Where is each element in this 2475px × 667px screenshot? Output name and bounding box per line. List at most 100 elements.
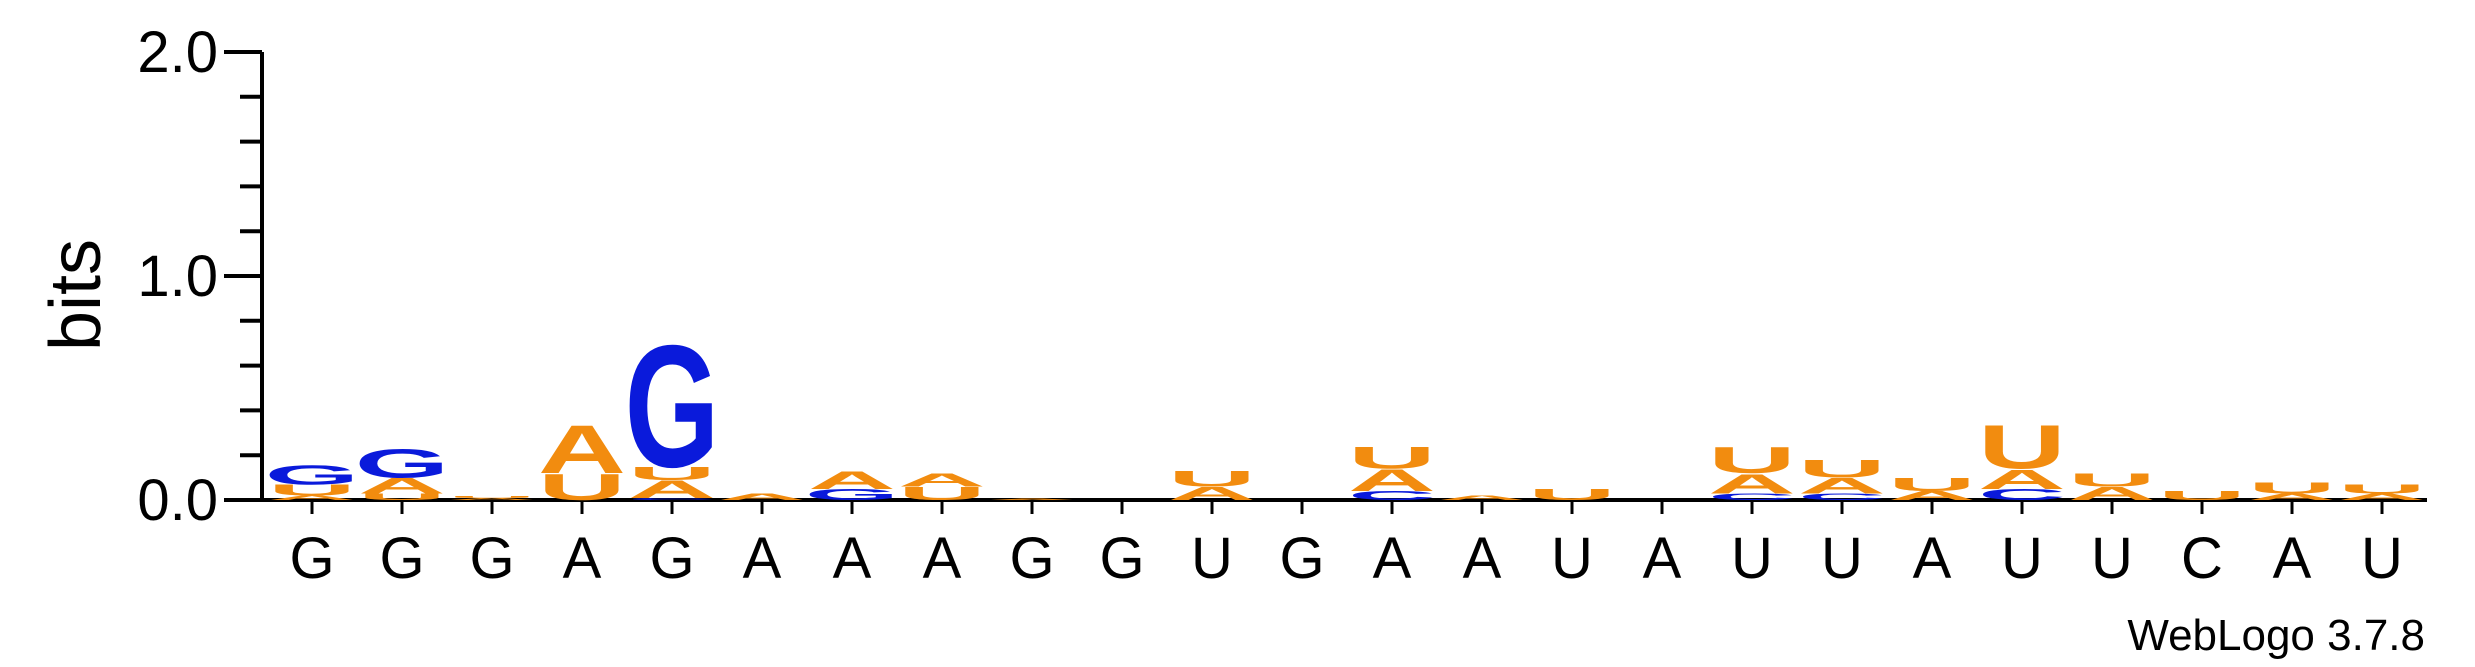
logo-letter-U: U (1798, 455, 1886, 483)
logo-letter-G: G (265, 459, 360, 490)
glyph: A (808, 466, 896, 494)
glyph: A (2248, 492, 2336, 502)
glyph: A (628, 475, 716, 503)
glyph: C (1978, 486, 2066, 503)
glyph: U (2158, 489, 2246, 503)
glyph: A (2068, 483, 2156, 504)
glyph: A (1978, 463, 2066, 494)
logo-letter-A: A (2068, 483, 2156, 504)
glyph: U (2338, 482, 2426, 496)
logo-letter-U: U (2158, 489, 2246, 503)
glyph: A (1348, 463, 1436, 498)
logo-letter-A: A (1708, 468, 1796, 499)
glyph: A (1708, 468, 1796, 499)
logo-letter-U: U (2068, 470, 2156, 491)
logo-letter-A: A (628, 475, 716, 503)
glyph: A (1798, 474, 1886, 498)
x-tick-label: A (563, 526, 602, 591)
x-tick-label: G (1009, 526, 1054, 591)
glyph: A (538, 411, 626, 487)
glyph: A (988, 499, 1076, 501)
x-tick-label: G (649, 526, 694, 591)
glyph: A (1888, 489, 1976, 503)
glyph: C (1798, 492, 1886, 502)
logo-letter-U: U (448, 495, 536, 498)
weblogo-credit: WebLogo 3.7.8 (2127, 611, 2425, 660)
x-tick-label: G (379, 526, 424, 591)
x-tick-label: A (2273, 526, 2312, 591)
x-tick-label: A (833, 526, 872, 591)
glyph: U (2248, 479, 2336, 496)
glyph: U (1528, 486, 1616, 503)
logo-letter-U: U (1708, 440, 1796, 482)
x-tick-label: U (1731, 526, 1773, 591)
glyph: U (268, 482, 356, 499)
logo-letter-U: U (1348, 441, 1436, 476)
glyph: U (1348, 441, 1436, 476)
x-tick-label: A (1643, 526, 1682, 591)
y-tick-label: 0.0 (137, 468, 218, 533)
logo-letter-A: A (538, 411, 626, 487)
logo-letter-A: A (1438, 494, 1526, 501)
logo-letter-A: A (1888, 489, 1976, 503)
x-tick-label: U (2091, 526, 2133, 591)
glyph: U (1168, 467, 1256, 491)
logo-letter-U: U (2338, 482, 2426, 496)
glyph: U (1798, 455, 1886, 483)
logo-letter-G: G (625, 309, 720, 504)
x-tick-label: U (2001, 526, 2043, 591)
logo-letter-U: U (2248, 479, 2336, 496)
logo-letter-A: A (358, 474, 446, 498)
logo-letter-U: U (268, 482, 356, 499)
logo-letter-C: C (1978, 486, 2066, 503)
glyph: U (358, 492, 446, 502)
logo-letter-A: A (1798, 474, 1886, 498)
x-tick-label: A (743, 526, 782, 591)
logo-letter-A: A (1348, 463, 1436, 498)
glyph: U (448, 495, 536, 498)
logo-letter-U: U (358, 492, 446, 502)
logo-letter-A: A (448, 497, 536, 500)
logo-letter-A: A (898, 470, 986, 491)
glyph: A (358, 474, 446, 498)
logo-letter-U: U (628, 463, 716, 484)
glyph: G (265, 459, 360, 490)
x-tick-label: A (1463, 526, 1502, 591)
glyph: A (1168, 483, 1256, 504)
logo-letter-A: A (988, 499, 1076, 501)
logo-letter-C: C (1348, 489, 1436, 503)
logo-letter-U: U (1978, 413, 2066, 482)
logo-letter-G: G (355, 441, 450, 486)
x-tick-label: G (1099, 526, 1144, 591)
glyph: A (718, 492, 806, 502)
logo-letter-C: C (1708, 492, 1796, 502)
logo-letter-G: G (805, 486, 900, 503)
glyph: U (1978, 413, 2066, 482)
logo-letter-A: A (268, 494, 356, 501)
logo-letter-A: A (1978, 463, 2066, 494)
logo-letter-A: A (718, 492, 806, 502)
glyph: A (1438, 494, 1526, 501)
x-tick-label: U (1191, 526, 1233, 591)
logo-letter-A: A (1168, 483, 1256, 504)
glyph: C (1348, 489, 1436, 503)
logo-letter-A: A (808, 466, 896, 494)
logo-letter-A: A (2248, 492, 2336, 502)
glyph: U (538, 466, 626, 508)
glyph: U (2068, 470, 2156, 491)
logo-letter-U: U (1528, 486, 1616, 503)
logo-letter-A: A (2338, 492, 2426, 502)
glyph: U (1888, 474, 1976, 495)
glyph: A (448, 497, 536, 500)
glyph: C (1708, 492, 1796, 502)
x-tick-label: C (2181, 526, 2223, 591)
glyph: U (628, 463, 716, 484)
glyph: C (628, 497, 716, 500)
glyph: A (2338, 492, 2426, 502)
x-tick-label: A (923, 526, 962, 591)
glyph: U (898, 483, 986, 504)
logo-letter-C: C (1798, 492, 1886, 502)
